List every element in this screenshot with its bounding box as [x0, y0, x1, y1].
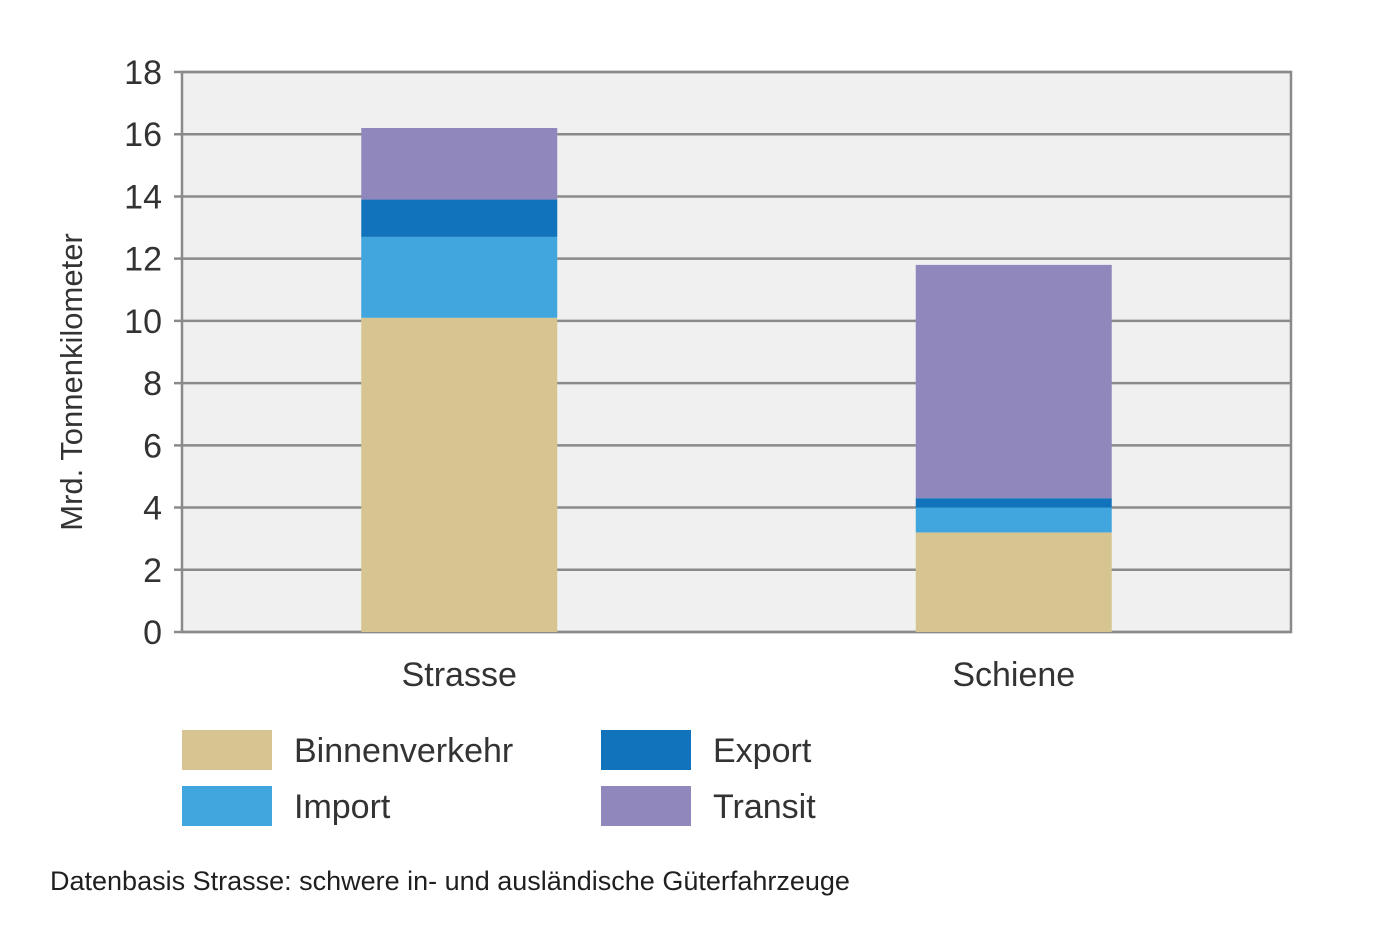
- y-tick-label: 0: [143, 614, 162, 652]
- plot-area: [180, 70, 1293, 634]
- legend-label: Transit: [713, 788, 816, 826]
- legend-swatch-export: [601, 730, 691, 770]
- bar-segment-export: [915, 498, 1112, 508]
- legend-label: Import: [294, 788, 391, 826]
- y-tick-label: 6: [143, 427, 162, 465]
- gridlines: [174, 70, 1291, 634]
- bar-segment-transit: [915, 264, 1112, 499]
- bar-segment-binnenverkehr: [361, 317, 558, 632]
- legend-swatch-binnenverkehr: [182, 730, 272, 770]
- y-tick-label: 2: [143, 552, 162, 590]
- legend-label: Binnenverkehr: [294, 732, 513, 770]
- y-tick-label: 16: [124, 116, 162, 154]
- bar-segment-export: [361, 199, 558, 237]
- y-tick-labels: 0 2 4 6 8 10 12 14 16 18: [124, 54, 162, 652]
- legend-swatch-import: [182, 786, 272, 826]
- y-axis-title: Mrd. Tonnenkilometer: [54, 233, 89, 531]
- legend-swatch-transit: [601, 786, 691, 826]
- x-category-label: Schiene: [952, 656, 1075, 694]
- y-tick-label: 14: [124, 178, 162, 216]
- y-tick-label: 4: [143, 490, 162, 528]
- footnote: Datenbasis Strasse: schwere in- und ausl…: [50, 866, 850, 896]
- legend: Binnenverkehr Import Export Transit: [182, 730, 816, 826]
- y-tick-label: 10: [124, 303, 162, 341]
- legend-label: Export: [713, 732, 812, 770]
- bars: [361, 128, 1112, 632]
- y-tick-label: 8: [143, 365, 162, 403]
- y-tick-label: 12: [124, 241, 162, 279]
- bar-segment-import: [361, 236, 558, 318]
- bar-segment-transit: [361, 128, 558, 200]
- y-tick-label: 18: [124, 54, 162, 92]
- bar-segment-binnenverkehr: [915, 532, 1112, 632]
- x-category-labels: Strasse Schiene: [402, 656, 1076, 694]
- x-category-label: Strasse: [402, 656, 517, 694]
- bar-segment-import: [915, 507, 1112, 533]
